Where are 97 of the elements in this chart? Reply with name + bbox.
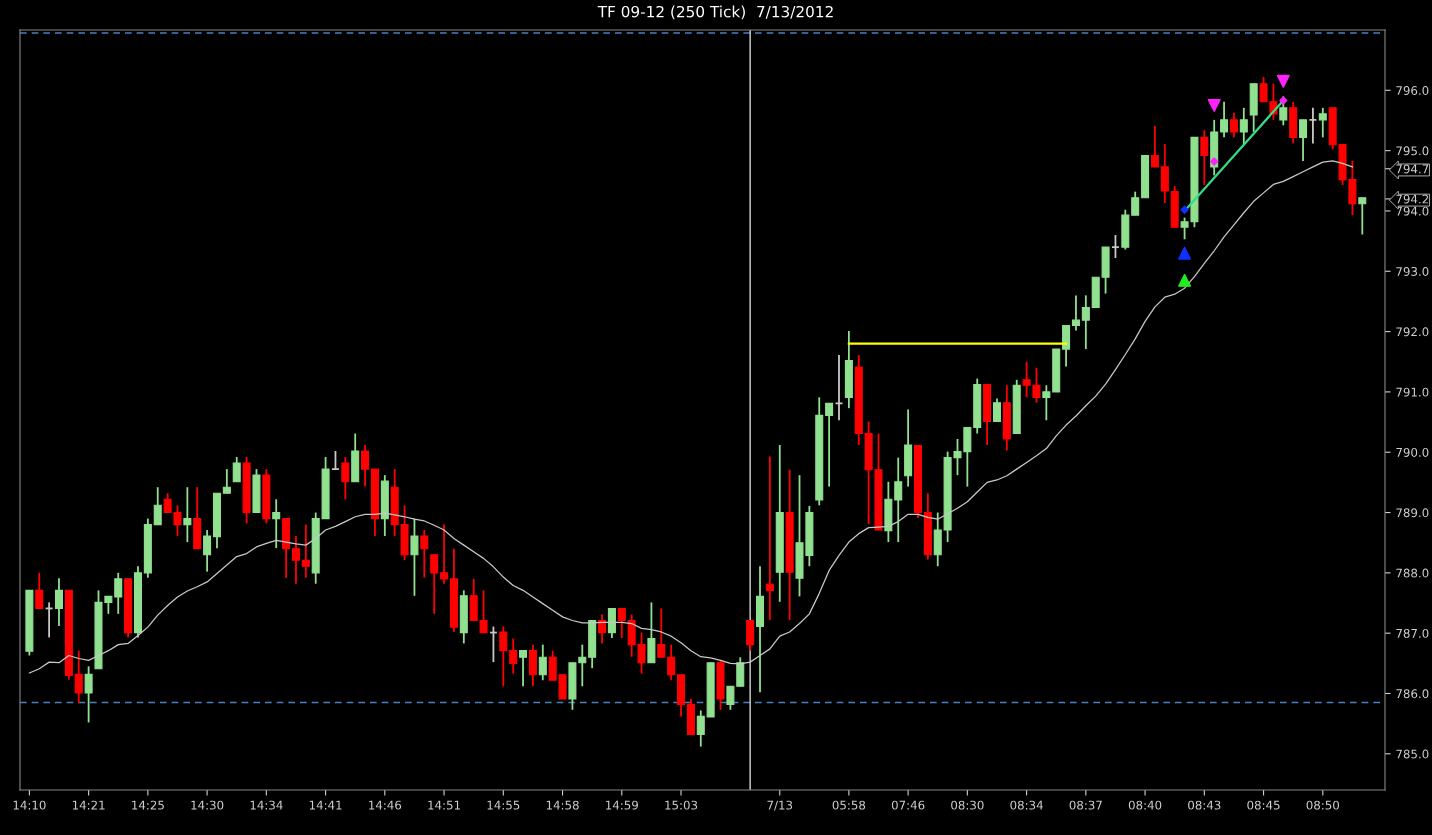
candlestick (222, 468, 231, 495)
candlestick (1071, 294, 1080, 332)
candlestick (1131, 190, 1140, 217)
point (1210, 157, 1219, 166)
candlestick (183, 486, 192, 544)
candlestick (1081, 294, 1090, 350)
x-tick-label: 14:46 (369, 800, 402, 810)
candlestick (1229, 111, 1238, 139)
candlestick (1299, 118, 1308, 162)
candlestick (1062, 324, 1071, 368)
candlestick (894, 456, 903, 544)
x-tick-label: 14:21 (72, 800, 105, 810)
candlestick (736, 656, 745, 688)
candlestick (331, 450, 340, 471)
candlestick (726, 685, 735, 711)
y-tick-label: 790.0 (1396, 447, 1429, 457)
point (1276, 74, 1290, 88)
candlestick (291, 535, 300, 585)
candlestick (420, 529, 429, 579)
point (1279, 96, 1288, 105)
candlestick (617, 607, 626, 639)
point (1178, 273, 1192, 287)
y-tick-label: 794.7 (1396, 164, 1429, 174)
candlestick (301, 523, 310, 579)
y-tick-label: 787.0 (1396, 628, 1429, 638)
y-tick-label: 794.0 (1396, 206, 1429, 216)
x-tick-label: 08:43 (1188, 800, 1221, 810)
x-tick-label: 14:58 (546, 800, 579, 810)
x-tick-label: 14:34 (250, 800, 283, 810)
candlestick (1220, 100, 1229, 139)
candlestick (1279, 95, 1288, 127)
candlestick (1150, 124, 1159, 168)
y-tick-label: 794.2 (1396, 194, 1429, 204)
x-tick-label: 14:51 (428, 800, 460, 810)
x-tick-label: 14:10 (13, 800, 46, 810)
candlestick (598, 613, 607, 645)
chart-title: TF 09-12 (250 Tick) 7/13/2012 (597, 5, 833, 20)
candlestick (1318, 106, 1327, 139)
candlestick (509, 637, 518, 675)
y-tick-label: 785.0 (1396, 749, 1429, 759)
y-tick-label: 791.0 (1396, 387, 1429, 397)
candlestick (430, 553, 439, 615)
x-tick-label: 07:46 (891, 800, 925, 810)
candlestick (54, 577, 64, 627)
point (1178, 246, 1192, 260)
candlestick (203, 529, 212, 573)
candlestick (1042, 384, 1051, 422)
y-tick-label: 795.0 (1396, 146, 1429, 156)
candlestick (825, 402, 834, 488)
candlestick (410, 517, 419, 597)
candlestick (341, 456, 350, 501)
candlestick (440, 523, 449, 585)
line-series (28, 160, 1354, 674)
point (1207, 98, 1221, 112)
x-tick-label: 05:58 (832, 800, 866, 810)
y-tick-label: 793.0 (1396, 266, 1429, 276)
candlestick (272, 498, 281, 550)
x-tick-label: 14:41 (309, 800, 342, 810)
x-tick-label: 14:59 (606, 800, 638, 810)
candlestick (667, 643, 676, 682)
x-tick-label: 08:50 (1306, 800, 1340, 810)
candlestick (696, 709, 705, 748)
candlestick (35, 571, 44, 610)
candlestick (1308, 106, 1318, 145)
candlestick (1111, 234, 1120, 259)
x-tick-label: 14:55 (487, 800, 520, 810)
point (1180, 205, 1189, 214)
candlestick (538, 643, 547, 682)
x-tick-label: 08:30 (951, 800, 984, 810)
candlestick (114, 571, 123, 615)
candlestick (519, 649, 528, 688)
y-tick-label: 792.0 (1396, 327, 1429, 337)
candlestick (232, 456, 241, 483)
y-tick-label: 786.0 (1396, 689, 1429, 699)
y-tick-label: 789.0 (1396, 508, 1429, 518)
x-tick-label: 7/13 (767, 800, 793, 811)
x-tick-label: 08:40 (1128, 800, 1162, 810)
x-tick-label: 15:03 (665, 800, 698, 810)
candlestick (84, 665, 93, 724)
x-tick-label: 14:25 (132, 800, 164, 810)
x-tick-label: 14:30 (191, 800, 224, 810)
candlestick (657, 607, 666, 659)
y-tick-label: 796.0 (1396, 86, 1429, 95)
x-tick-label: 08:34 (1010, 800, 1043, 810)
candlestick (499, 625, 508, 688)
x-tick-label: 08:45 (1247, 800, 1280, 810)
candlestick (1200, 129, 1209, 186)
candlestick (74, 649, 83, 705)
x-tick-label: 08:37 (1069, 800, 1102, 810)
candlestick (1239, 106, 1248, 146)
candlestick (992, 397, 1001, 423)
candlestick (153, 486, 162, 526)
y-tick-label: 788.0 (1396, 568, 1429, 578)
candlestick (765, 455, 774, 621)
candlestick (1358, 196, 1367, 236)
candlestick (361, 444, 370, 488)
candlestick (834, 354, 844, 422)
